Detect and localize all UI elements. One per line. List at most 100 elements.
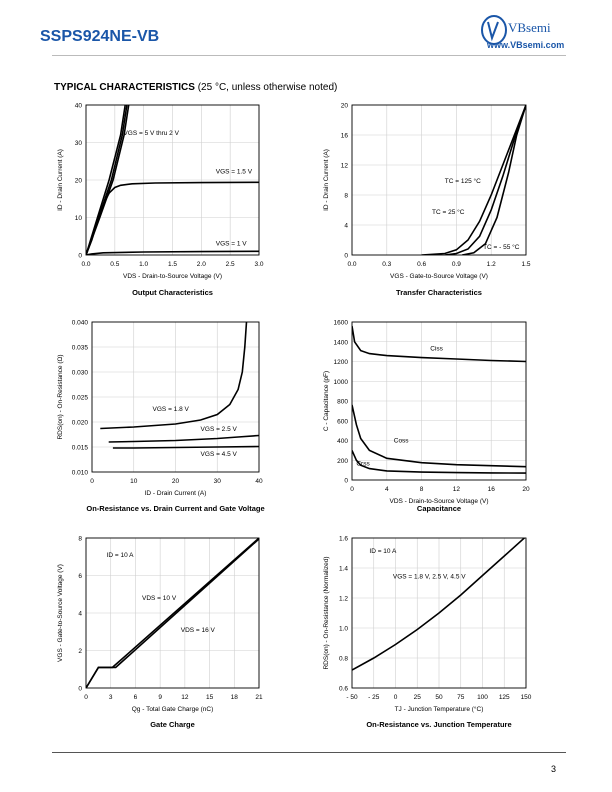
annotation-label: TC = - 55 °C: [483, 243, 520, 251]
plot-frame: [351, 321, 527, 481]
plot-frame: [351, 104, 527, 256]
y-tick-label: 8: [344, 193, 348, 200]
page-number: 3: [551, 764, 557, 774]
x-tick-label: - 25: [368, 694, 380, 701]
y-axis-label: RDS(on) - On-Resistance (Ω): [57, 354, 64, 439]
x-tick-label: 16: [488, 486, 496, 493]
y-tick-label: 0.025: [72, 395, 89, 402]
y-axis-label: ID - Drain Current (A): [57, 149, 64, 211]
x-tick-label: 12: [181, 694, 189, 701]
y-tick-label: 0.010: [72, 470, 89, 477]
annotation-label: ID = 10 A: [107, 552, 135, 559]
x-axis-label: ID - Drain Current (A): [145, 490, 207, 497]
x-tick-label: 1.5: [168, 261, 177, 268]
x-tick-label: 18: [231, 694, 239, 701]
y-tick-label: 10: [75, 215, 83, 222]
annotation-label: TC = 125 °C: [445, 177, 481, 185]
plot-frame: [85, 104, 260, 256]
section-title: TYPICAL CHARACTERISTICS: [54, 82, 195, 93]
series-line: [444, 105, 526, 255]
series-line: [352, 538, 526, 671]
annotation-label: VDS = 10 V: [142, 595, 177, 602]
y-tick-label: 20: [341, 103, 349, 110]
annotation-label: VGS = 1.8 V: [153, 406, 190, 413]
chart-panel-4: 0 4 8 12 16 2002004006008001000120014001600Ci…: [323, 320, 530, 514]
x-tick-label: 25: [414, 694, 422, 701]
y-tick-label: 1600: [334, 320, 349, 327]
x-tick-label: 2.0: [197, 261, 206, 268]
y-tick-label: 0.030: [72, 370, 89, 377]
annotation-label: Crss: [356, 461, 370, 468]
x-tick-label: 1.5: [521, 261, 530, 268]
plot-frame: [351, 537, 527, 689]
chart-caption: On-Resistance vs. Drain Current and Gate…: [86, 504, 264, 513]
annotation-label: VGS = 1.5 V: [216, 168, 253, 175]
section-heading: TYPICAL CHARACTERISTICS (25 °C, unless o…: [54, 82, 337, 93]
series-line: [108, 434, 259, 443]
x-tick-label: 6: [134, 694, 138, 701]
x-tick-label: 0.3: [382, 261, 391, 268]
x-axis-label: VDS - Drain-to-Source Voltage (V): [390, 498, 489, 505]
x-tick-label: 0.5: [110, 261, 119, 268]
x-tick-label: 3.0: [254, 261, 263, 268]
series-line: [352, 450, 526, 474]
y-tick-label: 0: [344, 253, 348, 260]
x-tick-label: - 50: [346, 694, 358, 701]
y-tick-label: 600: [337, 418, 348, 425]
annotation-label: VGS = 1.8 V, 2.5 V, 4.5 V: [393, 574, 466, 581]
y-tick-label: 20: [75, 178, 83, 185]
y-tick-label: 0.6: [339, 686, 348, 693]
x-tick-label: 100: [477, 694, 488, 701]
website-link[interactable]: www.VBsemi.com: [487, 40, 565, 50]
chart-panel-1: 0.0 0.5 1.0 1.5 2.0 2.5 3.0 0 10 20 30 40 VGS = 5 V …: [57, 103, 264, 298]
x-tick-label: 1.2: [487, 261, 496, 268]
x-tick-label: 21: [255, 694, 263, 701]
y-tick-label: 12: [341, 163, 349, 170]
annotation-label: VGS = 5 V thru 2 V: [123, 130, 179, 137]
annotation-label: VGS = 4.5 V: [201, 451, 238, 458]
y-tick-label: 0.015: [72, 445, 89, 452]
chart-caption: Gate Charge: [150, 720, 195, 729]
x-tick-label: 30: [214, 478, 222, 485]
x-tick-label: 12: [453, 486, 461, 493]
x-axis-label: Qg - Total Gate Charge (nC): [132, 706, 214, 713]
x-tick-label: 1.0: [139, 261, 148, 268]
x-tick-label: 0: [394, 694, 398, 701]
x-tick-label: 50: [435, 694, 443, 701]
y-axis-label: ID - Drain Current (A): [323, 149, 330, 211]
y-tick-label: 1.0: [339, 626, 348, 633]
x-tick-label: 125: [499, 694, 510, 701]
y-tick-label: 200: [337, 458, 348, 465]
vbsemi-logo: [481, 15, 507, 45]
y-tick-label: 800: [337, 399, 348, 406]
x-axis-label: VGS - Gate-to-Source Voltage (V): [390, 273, 488, 280]
chart-panel-2: 0.0 0.3 0.6 0.9 1.2 1.5 0 4 8 12 16 20 TC = 125 °C TC…: [323, 103, 531, 298]
x-tick-label: 0.0: [81, 261, 90, 268]
series-line: [86, 250, 259, 255]
plot-frame: [91, 321, 260, 473]
x-tick-label: 0.9: [452, 261, 461, 268]
series-line: [86, 181, 259, 255]
y-tick-label: 30: [75, 140, 83, 147]
y-tick-label: 400: [337, 438, 348, 445]
series-line: [462, 105, 526, 255]
y-tick-label: 1400: [334, 339, 349, 346]
y-axis-label: VGS - Gate-to-Source Voltage (V): [57, 564, 64, 662]
chart-panel-6: - 50 - 25 0 25 50 75 100 125 150 0.6 0.8 1.0 1.2 1.4 1…: [323, 536, 532, 730]
y-tick-label: 0.040: [72, 320, 89, 327]
series-line: [86, 538, 259, 688]
chart-panel-3: 0 10 20 30 40 0.010 0.015 0.020 0.025 0.030 0.035 0…: [57, 320, 265, 514]
y-tick-label: 1.4: [339, 566, 348, 573]
chart-caption: On-Resistance vs. Junction Temperature: [366, 720, 511, 729]
y-tick-label: 0.035: [72, 345, 89, 352]
y-axis-label: C - Capacitance (pF): [323, 371, 330, 431]
y-tick-label: 2: [78, 648, 82, 655]
section-condition: (25 °C, unless otherwise noted): [197, 82, 338, 93]
x-tick-label: 3: [109, 694, 113, 701]
chart-caption: Capacitance: [417, 504, 461, 513]
y-tick-label: 0: [78, 686, 82, 693]
plot-frame: [85, 537, 260, 689]
footer-divider: [52, 752, 566, 753]
y-tick-label: 0.020: [72, 420, 89, 427]
